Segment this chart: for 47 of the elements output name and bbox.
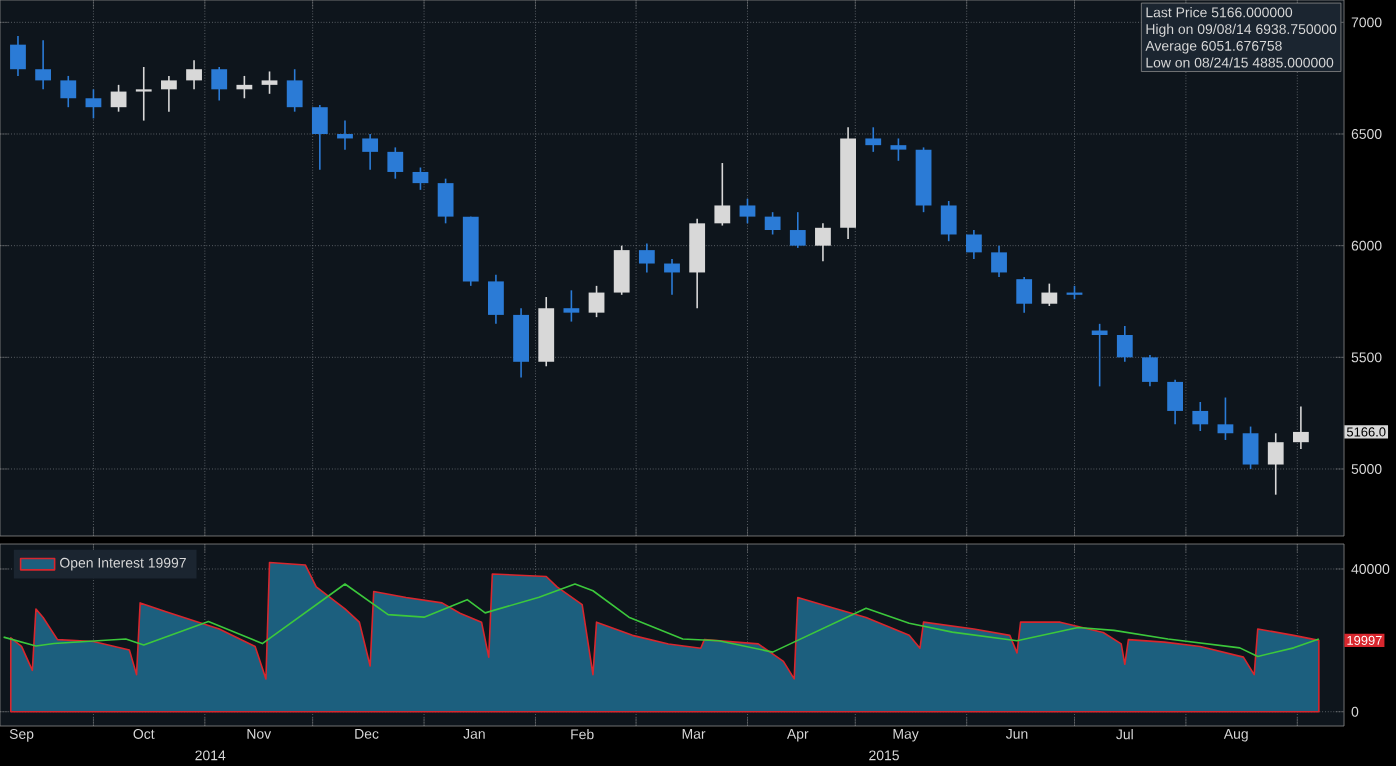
candlestick: [1116, 325, 1133, 363]
candlestick: [890, 137, 907, 162]
candlestick: [940, 200, 957, 242]
candlestick: [60, 75, 77, 108]
candlestick: [211, 66, 228, 102]
candlestick: [1217, 396, 1234, 441]
candlestick: [311, 104, 328, 171]
candlestick: [865, 126, 882, 153]
candlestick: [1041, 282, 1058, 307]
candlestick: [1091, 323, 1108, 388]
candlestick: [10, 35, 26, 77]
candlestick: [286, 68, 303, 113]
candlestick: [1142, 354, 1158, 388]
candlestick: [513, 307, 529, 379]
line-series: [2, 583, 1320, 658]
candlestick: [1242, 425, 1259, 470]
candlestick: [613, 244, 630, 296]
candlestick: [739, 197, 756, 225]
candlestick: [35, 39, 52, 91]
candlestick: [488, 273, 504, 325]
candlestick: [1167, 378, 1184, 426]
candlestick: [1267, 432, 1284, 496]
candlestick: [135, 66, 152, 122]
candlestick: [337, 119, 353, 151]
candlestick: [664, 258, 680, 296]
candlestick: [110, 84, 127, 113]
candlestick: [412, 166, 429, 191]
candlestick: [186, 59, 202, 91]
candlestick: [1292, 405, 1309, 450]
candlestick: [991, 244, 1007, 278]
candlestick: [789, 211, 806, 249]
candlestick: [387, 146, 404, 180]
candlestick: [965, 229, 982, 260]
candlestick: [236, 75, 253, 100]
candlestick: [714, 162, 731, 227]
candlestick: [764, 211, 781, 236]
candlestick: [588, 285, 605, 318]
candlestick: [362, 133, 379, 171]
candlestick: [85, 88, 102, 120]
candlestick: [1192, 401, 1209, 432]
candlestick: [815, 222, 831, 263]
candlestick: [160, 75, 177, 113]
candlestick: [638, 242, 655, 274]
candlestick: [437, 177, 454, 225]
candlestick: [1016, 276, 1033, 314]
candlestick: [261, 70, 278, 95]
candlestick: [563, 289, 580, 323]
